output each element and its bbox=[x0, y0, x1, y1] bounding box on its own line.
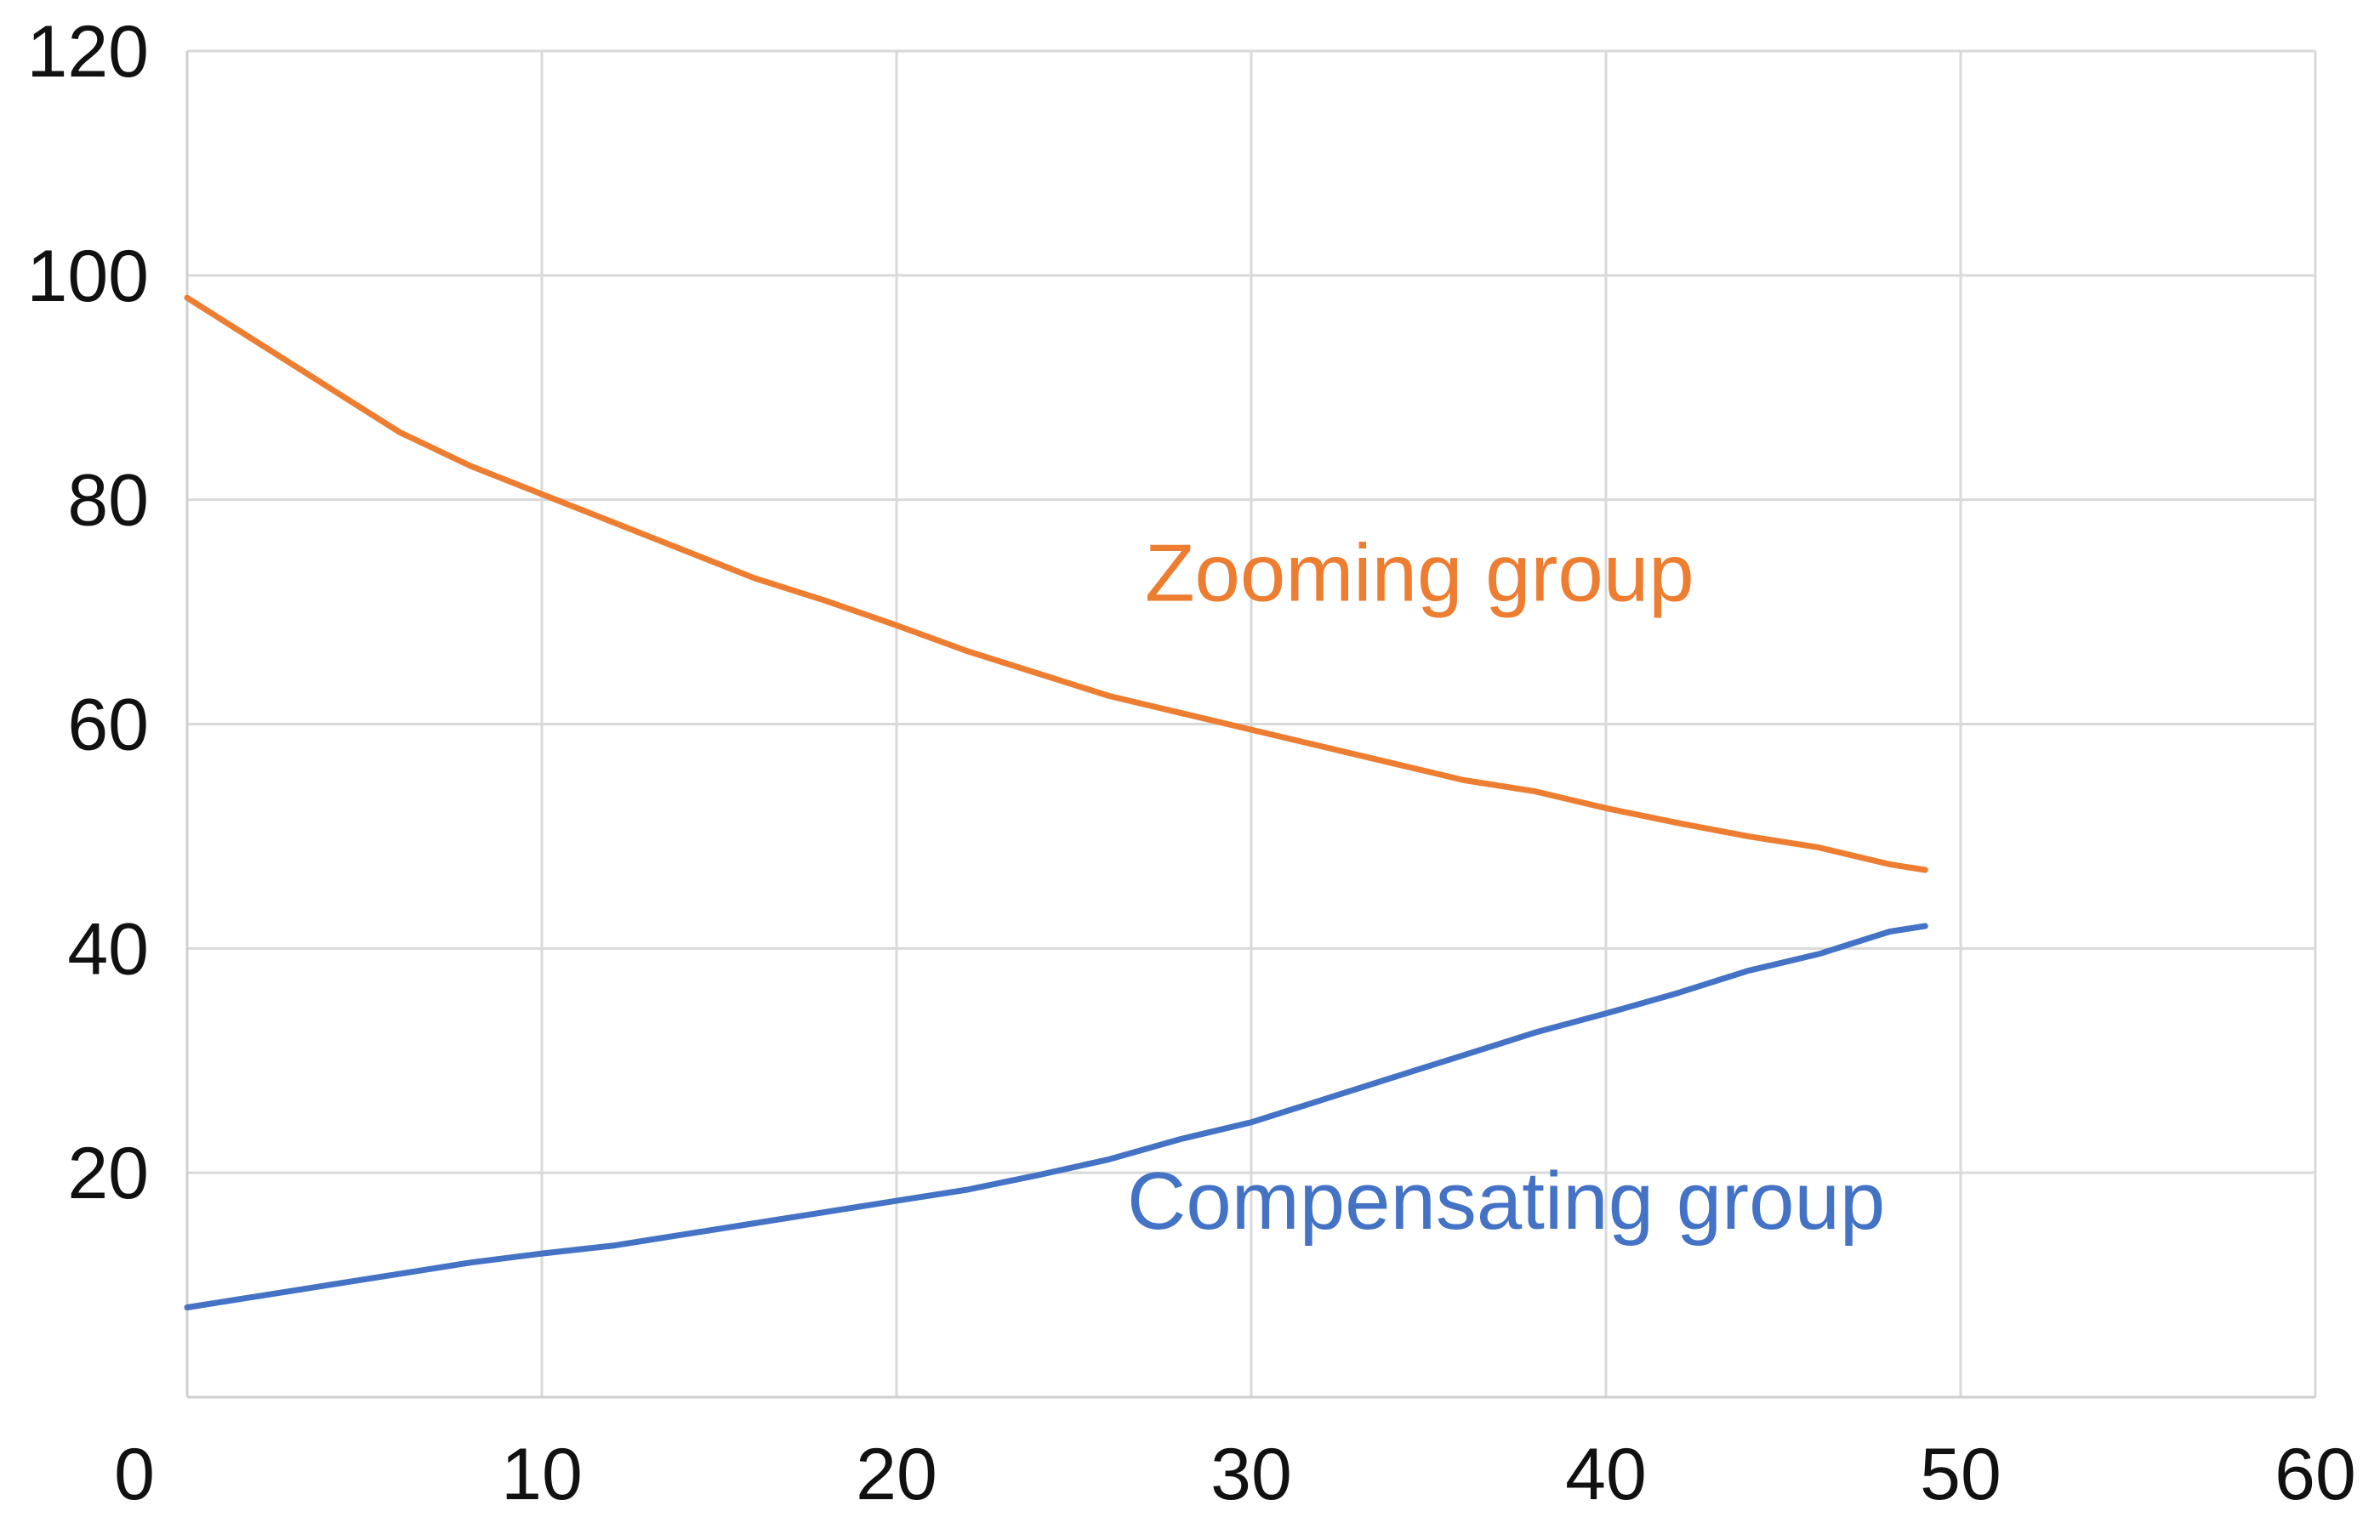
series-annotations: Zooming group Compensating group bbox=[1127, 527, 1885, 1247]
x-tick-label-60: 60 bbox=[2275, 1434, 2356, 1515]
y-tick-label-80: 80 bbox=[67, 460, 149, 542]
y-tick-label-120: 120 bbox=[27, 11, 150, 93]
plot-frame bbox=[185, 51, 2315, 1399]
x-tick-labels: 0 10 20 30 40 50 60 bbox=[114, 1434, 2356, 1515]
y-tick-labels: 20 40 60 80 100 120 bbox=[27, 11, 150, 1214]
series-line-compensating-group bbox=[184, 923, 1928, 1310]
x-tick-label-30: 30 bbox=[1210, 1434, 1292, 1515]
series-lines bbox=[184, 294, 1928, 1310]
x-tick-label-0: 0 bbox=[114, 1434, 155, 1515]
grid-lines bbox=[187, 49, 2317, 1397]
y-tick-label-20: 20 bbox=[67, 1133, 149, 1214]
annotation-zooming-group: Zooming group bbox=[1145, 527, 1694, 618]
x-tick-label-10: 10 bbox=[501, 1434, 583, 1515]
x-tick-label-20: 20 bbox=[856, 1434, 937, 1515]
y-tick-label-40: 40 bbox=[67, 908, 149, 990]
annotation-compensating-group: Compensating group bbox=[1127, 1156, 1885, 1247]
y-tick-label-60: 60 bbox=[67, 685, 149, 766]
x-tick-label-40: 40 bbox=[1565, 1434, 1647, 1515]
y-tick-label-100: 100 bbox=[27, 236, 150, 317]
x-tick-label-50: 50 bbox=[1920, 1434, 2001, 1515]
series-line-zooming-group bbox=[184, 294, 1928, 873]
